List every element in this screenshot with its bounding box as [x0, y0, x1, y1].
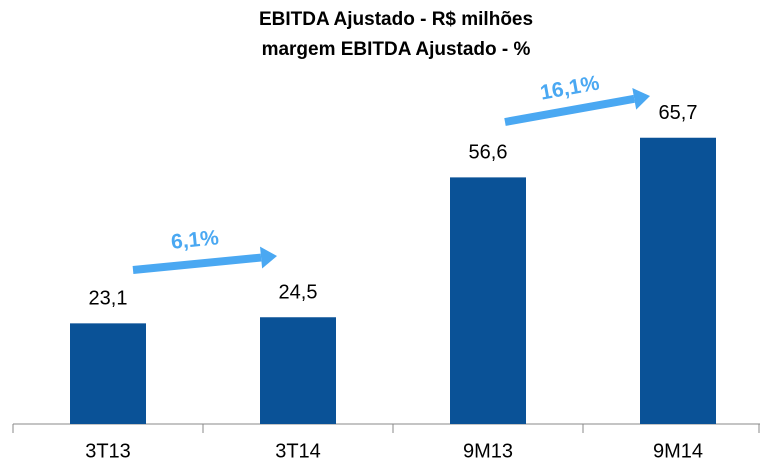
bar	[70, 323, 146, 424]
x-tick-label: 9M13	[463, 440, 513, 462]
arrow-head	[632, 87, 650, 110]
arrow-shaft	[504, 94, 635, 126]
arrow-shaft	[132, 253, 262, 274]
arrow-head	[260, 246, 277, 269]
bar	[260, 317, 336, 424]
bar	[640, 137, 716, 424]
value-label: 65,7	[659, 102, 698, 124]
annotation: 16,1%	[538, 71, 601, 104]
x-tick-label: 3T14	[275, 440, 321, 462]
chart-subtitle: margem EBITDA Ajustado - %	[262, 39, 531, 60]
bar	[450, 177, 526, 424]
x-tick-label: 9M14	[653, 440, 703, 462]
value-label: 56,6	[469, 142, 508, 164]
value-label: 23,1	[89, 288, 128, 310]
value-label: 24,5	[279, 282, 318, 304]
annotation: 6,1%	[170, 226, 220, 254]
x-tick-label: 3T13	[85, 440, 131, 462]
chart-title: EBITDA Ajustado - R$ milhões	[259, 9, 533, 30]
